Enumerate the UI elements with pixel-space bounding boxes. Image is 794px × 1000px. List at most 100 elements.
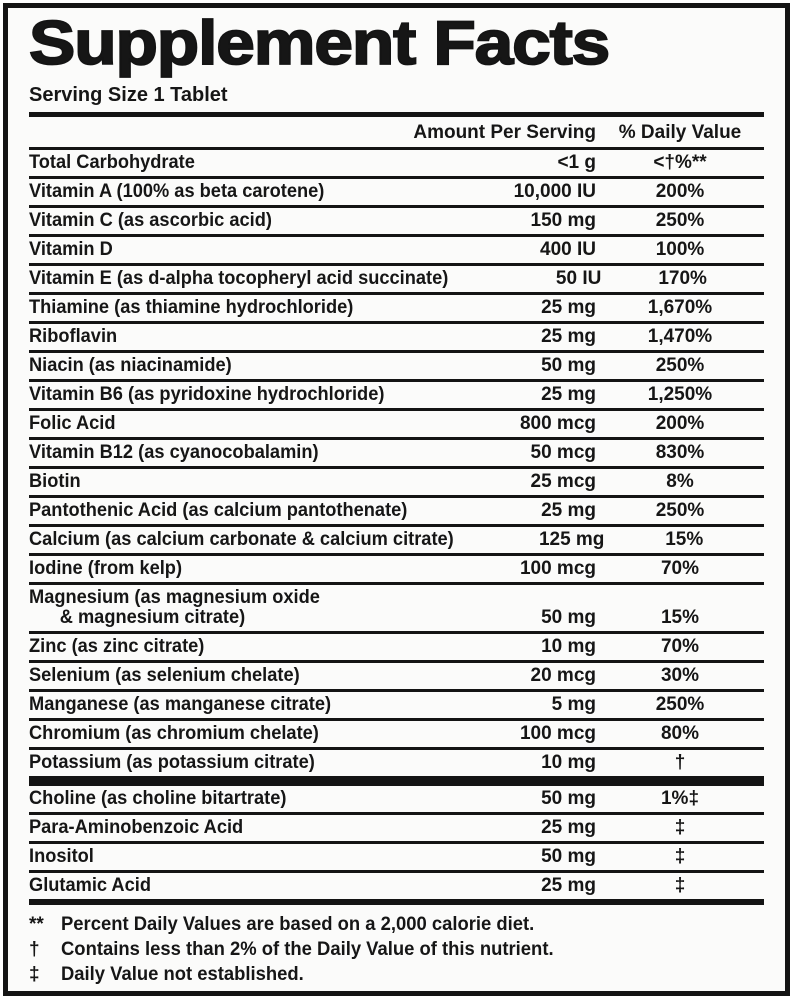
footnote-text: Daily Value not established. [61, 964, 304, 985]
nutrient-name: Vitamin A (100% as beta carotene) [29, 182, 439, 202]
nutrient-daily-value: 1,250% [647, 384, 713, 405]
nutrient-amount: 150 mg [530, 210, 596, 231]
nutrient-daily-value: <†%** [653, 152, 707, 173]
nutrient-name: Chromium (as chromium chelate) [29, 724, 439, 744]
nutrient-amount: 50 mg [541, 355, 596, 376]
nutrient-name-line1: Thiamine (as thiamine hydrochloride) [29, 297, 354, 318]
nutrient-row: Calcium (as calcium carbonate & calcium … [29, 524, 764, 553]
nutrient-row: Vitamin A (100% as beta carotene) 10,000 … [29, 176, 764, 205]
footnote-item: ‡ Daily Value not established. [29, 962, 764, 987]
column-header-daily-value: % Daily Value [618, 121, 742, 143]
table-body: Total Carbohydrate <1 g <†%** Vitamin A (10… [29, 150, 764, 899]
nutrient-row: Potassium (as potassium citrate) 10 mg † [29, 747, 764, 776]
nutrient-name: Iodine (from kelp) [29, 559, 439, 579]
nutrient-daily-value: 250% [655, 694, 705, 715]
nutrient-name-line1: Para-Aminobenzoic Acid [29, 817, 244, 838]
nutrient-name: Choline (as choline bitartrate) [29, 789, 439, 809]
nutrient-amount: 50 mcg [530, 442, 596, 463]
nutrient-name-line1: Glutamic Acid [29, 875, 151, 896]
nutrient-name: Total Carbohydrate [29, 153, 439, 173]
nutrient-daily-value: 250% [655, 355, 705, 376]
nutrient-name: Vitamin E (as d-alpha tocopheryl acid su… [29, 269, 448, 289]
nutrient-name: Manganese (as manganese citrate) [29, 695, 439, 715]
section-divider-bar [29, 776, 764, 786]
nutrient-name-line1: Folic Acid [29, 413, 116, 434]
nutrient-daily-value: 15% [660, 607, 700, 628]
footnote-symbol: † [29, 939, 40, 960]
nutrient-row: Para-Aminobenzoic Acid 25 mg ‡ [29, 812, 764, 841]
nutrient-amount: 5 mg [551, 694, 596, 715]
nutrient-name: Para-Aminobenzoic Acid [29, 818, 439, 838]
nutrient-row: Niacin (as niacinamide) 50 mg 250% [29, 350, 764, 379]
nutrient-row: Chromium (as chromium chelate) 100 mcg 80% [29, 718, 764, 747]
nutrient-amount: 25 mg [541, 817, 596, 838]
nutrient-name-line1: Chromium (as chromium chelate) [29, 723, 319, 744]
nutrient-name: Selenium (as selenium chelate) [29, 666, 439, 686]
nutrient-amount: 400 IU [540, 239, 596, 260]
nutrient-name: Vitamin D [29, 240, 439, 260]
nutrient-row: Choline (as choline bitartrate) 50 mg 1%‡ [29, 786, 764, 812]
nutrient-name-line1: Magnesium (as magnesium oxide [29, 587, 320, 608]
nutrient-amount: 25 mg [541, 875, 596, 896]
nutrient-amount: 25 mg [541, 326, 596, 347]
nutrient-daily-value: ‡ [674, 817, 686, 838]
column-header-amount: Amount Per Serving [413, 121, 596, 143]
nutrient-amount: 10,000 IU [513, 181, 596, 202]
header-divider-bar [29, 146, 764, 150]
nutrient-name-line1: Riboflavin [29, 326, 118, 347]
nutrient-name-line1: Vitamin C (as ascorbic acid) [29, 210, 272, 231]
nutrient-name-line1: Total Carbohydrate [29, 152, 195, 173]
nutrient-row: Glutamic Acid 25 mg ‡ [29, 870, 764, 899]
serving-size: Serving Size 1 Tablet [29, 84, 228, 106]
nutrient-name-line1: Vitamin D [29, 239, 113, 260]
nutrient-name: Folic Acid [29, 414, 439, 434]
nutrient-amount: 25 mg [541, 384, 596, 405]
nutrient-daily-value: ‡ [674, 846, 686, 867]
nutrient-row: Vitamin E (as d-alpha tocopheryl acid su… [29, 263, 764, 292]
nutrient-amount: 50 IU [555, 268, 602, 289]
footer-divider-bar [29, 899, 764, 905]
nutrient-amount: 100 mcg [519, 723, 596, 744]
nutrient-name-line1: Inositol [29, 846, 94, 867]
nutrient-daily-value: 170% [658, 268, 707, 289]
nutrient-name-line1: Vitamin A (100% as beta carotene) [29, 181, 325, 202]
nutrient-name: Potassium (as potassium citrate) [29, 753, 439, 773]
nutrient-daily-value: 250% [655, 210, 705, 231]
nutrient-amount: 25 mg [541, 297, 596, 318]
nutrient-daily-value: 70% [660, 558, 700, 579]
nutrient-amount: 50 mg [541, 788, 596, 809]
label-title: Supplement Facts [28, 9, 611, 78]
nutrient-name-line1: Potassium (as potassium citrate) [29, 752, 315, 773]
nutrient-row: Folic Acid 800 mcg 200% [29, 408, 764, 437]
nutrient-name: Zinc (as zinc citrate) [29, 637, 439, 657]
supplement-facts-label: Supplement Facts Serving Size 1 Tablet A… [3, 3, 790, 996]
nutrient-daily-value: 100% [655, 239, 705, 260]
nutrient-daily-value: 1,470% [647, 326, 713, 347]
nutrient-name-line1: Vitamin E (as d-alpha tocopheryl acid su… [29, 268, 449, 289]
nutrient-name-line1: Zinc (as zinc citrate) [29, 636, 205, 657]
footnotes: ** Percent Daily Values are based on a 2,… [29, 912, 764, 987]
nutrient-amount: 20 mcg [530, 665, 596, 686]
nutrient-daily-value: 80% [660, 723, 700, 744]
nutrient-row: Zinc (as zinc citrate) 10 mg 70% [29, 631, 764, 660]
nutrient-name: Vitamin B12 (as cyanocobalamin) [29, 443, 439, 463]
nutrient-daily-value: 70% [660, 636, 700, 657]
nutrient-section: Total Carbohydrate <1 g <†%** Vitamin A (10… [29, 150, 764, 776]
nutrient-amount: 800 mcg [519, 413, 596, 434]
nutrient-name: Biotin [29, 472, 439, 492]
footnote-item: † Contains less than 2% of the Daily Valu… [29, 937, 764, 962]
nutrient-row: Total Carbohydrate <1 g <†%** [29, 150, 764, 176]
nutrient-daily-value: ‡ [674, 875, 686, 896]
footnote-item: ** Percent Daily Values are based on a 2,… [29, 912, 764, 937]
nutrient-amount: 100 mcg [519, 558, 596, 579]
nutrient-row: Inositol 50 mg ‡ [29, 841, 764, 870]
nutrient-daily-value: † [674, 752, 686, 773]
nutrient-name: Calcium (as calcium carbonate & calcium … [29, 530, 454, 550]
nutrient-section: Choline (as choline bitartrate) 50 mg 1%‡ P… [29, 786, 764, 899]
nutrient-daily-value: 1%‡ [660, 788, 700, 809]
nutrient-name: Vitamin B6 (as pyridoxine hydrochloride) [29, 385, 439, 405]
nutrient-name: Thiamine (as thiamine hydrochloride) [29, 298, 439, 318]
nutrient-amount: 125 mg [538, 529, 605, 550]
nutrient-name: Inositol [29, 847, 439, 867]
